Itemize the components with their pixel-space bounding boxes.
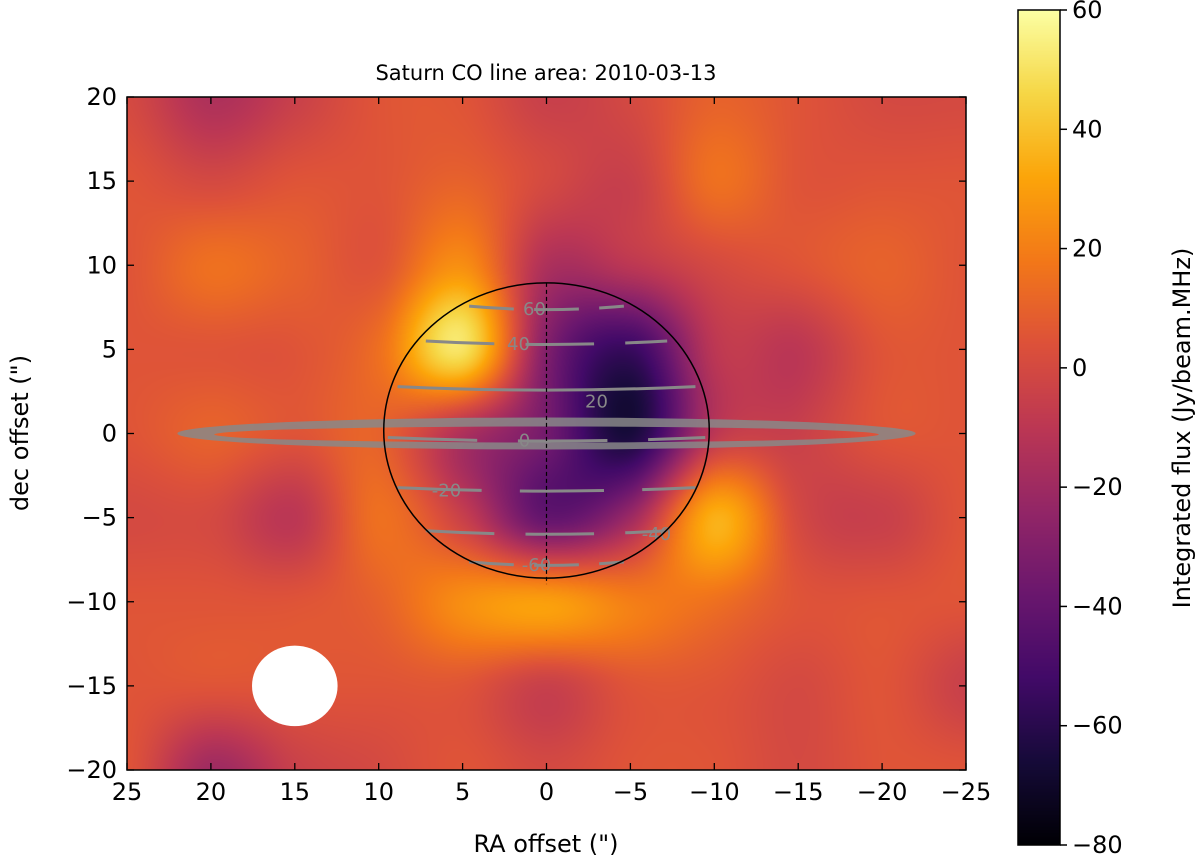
x-axis-label: RA offset (") [473,830,618,858]
x-axis-ticks: 25 20 15 10 5 0 −5 −10 −15 −20 −25 [112,97,992,806]
y-tick-label: −15 [66,672,117,700]
x-tick-label: −10 [689,778,740,806]
colorbar-tick-label: 40 [1072,115,1103,143]
colorbar-frame [1017,9,1061,846]
x-tick-label: −5 [613,778,648,806]
colorbar-gradient [1018,10,1060,845]
x-tick-label: −20 [857,778,908,806]
latitude-label: 40 [507,334,530,355]
colorbar-ticks: 60 40 20 0 −20 −40 −60 −80 [1060,0,1123,859]
colorbar-tick-label: −20 [1072,473,1123,501]
chart-title: Saturn CO line area: 2010-03-13 [375,61,716,85]
y-tick-label: 20 [86,83,117,111]
x-tick-label: 0 [539,778,554,806]
latitude-line [425,529,668,536]
latitude-label: -20 [432,481,461,502]
y-tick-label: 10 [86,251,117,279]
latitude-label: -40 [642,524,671,545]
x-tick-label: −25 [941,778,992,806]
saturn-overlay: 60 40 20 0 -20 -40 -60 [177,282,916,727]
latitude-label: -60 [522,555,551,576]
y-axis-ticks: 20 15 10 5 0 −5 −10 −15 −20 [66,83,966,784]
x-tick-label: 20 [196,778,227,806]
latitude-label: 60 [523,299,546,320]
colorbar-tick-label: 60 [1072,0,1103,24]
x-tick-label: 5 [455,778,470,806]
colorbar-tick-label: −80 [1072,831,1123,859]
y-tick-label: −10 [66,588,117,616]
y-tick-label: 0 [102,420,117,448]
colorbar-label: Integrated flux (Jy/beam.MHz) [1168,248,1196,609]
beam-ellipse [252,645,338,727]
y-axis-label: dec offset (") [6,355,34,511]
x-tick-label: 25 [112,778,143,806]
latitude-label: 0 [519,431,530,452]
latitude-line [425,339,668,346]
colorbar-tick-label: 0 [1072,354,1087,382]
colorbar-tick-label: −40 [1072,592,1123,620]
x-tick-label: 15 [280,778,311,806]
y-tick-label: 5 [102,335,117,363]
colorbar-tick-label: 20 [1072,235,1103,263]
y-tick-label: 15 [86,167,117,195]
latitude-label: 20 [585,392,608,413]
x-tick-label: −15 [773,778,824,806]
x-tick-label: 10 [363,778,394,806]
ring-shape [177,417,916,450]
planet-limb [382,282,711,579]
latitude-line [387,436,706,443]
colorbar-tick-label: −60 [1072,712,1123,740]
y-tick-label: −20 [66,756,117,784]
y-tick-label: −5 [82,504,117,532]
latitude-line [397,486,696,493]
latitude-line [468,304,625,312]
